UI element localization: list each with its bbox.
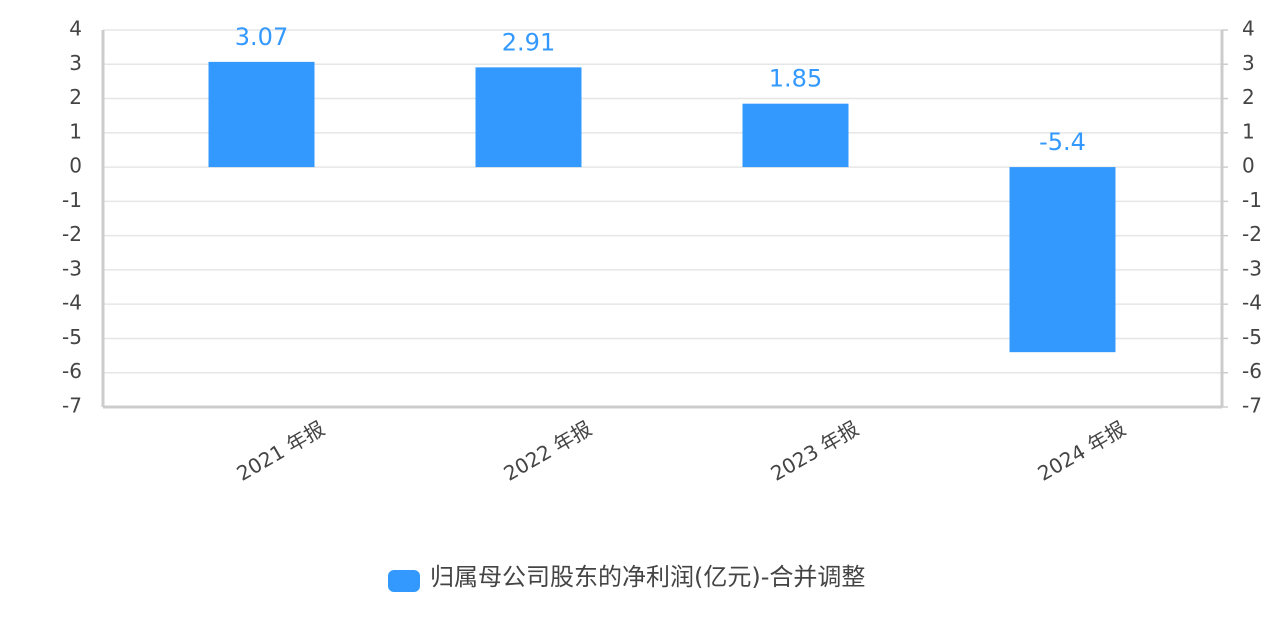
y-tick-label: 3	[69, 51, 82, 75]
legend-label: 归属母公司股东的净利润(亿元)-合并调整	[430, 563, 865, 591]
value-label: -5.4	[1039, 128, 1086, 156]
y2-tick-label: 2	[1242, 85, 1255, 109]
bar	[475, 67, 582, 168]
legend-swatch	[388, 570, 420, 592]
y-tick-label: -1	[62, 188, 82, 212]
x-tick-label: 2023 年报	[767, 416, 863, 485]
y-tick-label: -3	[62, 256, 82, 280]
y2-tick-label: -3	[1242, 256, 1262, 280]
y2-tick-label: -7	[1242, 394, 1262, 418]
value-label: 1.85	[769, 65, 822, 93]
value-label: 2.91	[502, 28, 555, 56]
bar	[1009, 167, 1116, 353]
y-tick-label: -2	[62, 222, 82, 246]
y-tick-label: -5	[62, 325, 82, 349]
y2-tick-label: 1	[1242, 119, 1255, 143]
bar	[742, 103, 849, 168]
value-label: 3.07	[235, 23, 288, 51]
y2-tick-label: -2	[1242, 222, 1262, 246]
y2-tick-label: -5	[1242, 325, 1262, 349]
y2-tick-label: 0	[1242, 154, 1255, 178]
y2-tick-label: -4	[1242, 291, 1262, 315]
y-tick-label: -7	[62, 394, 82, 418]
y-tick-label: 1	[69, 119, 82, 143]
y2-tick-label: 3	[1242, 51, 1255, 75]
x-tick-label: 2022 年报	[500, 416, 596, 485]
bar	[208, 61, 315, 168]
y-tick-label: -6	[62, 359, 82, 383]
x-tick-label: 2021 年报	[233, 416, 329, 485]
y2-tick-label: -6	[1242, 359, 1262, 383]
y-tick-label: -4	[62, 291, 82, 315]
y2-tick-label: -1	[1242, 188, 1262, 212]
y-tick-label: 0	[69, 154, 82, 178]
x-tick-label: 2024 年报	[1034, 416, 1130, 485]
y-tick-label: 4	[69, 17, 82, 41]
y-tick-label: 2	[69, 85, 82, 109]
y2-tick-label: 4	[1242, 17, 1255, 41]
